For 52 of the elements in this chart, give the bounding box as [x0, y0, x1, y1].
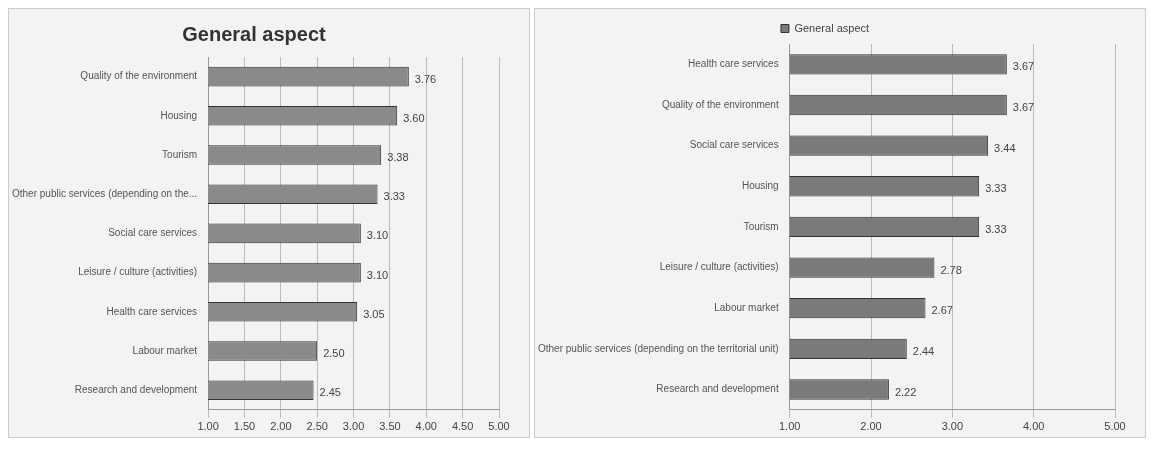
y-tick-label: Research and development: [74, 383, 198, 395]
y-tick-label: Labour market: [714, 301, 779, 313]
y-tick-label: Health care services: [688, 58, 779, 70]
x-tick-label: 2.50: [306, 420, 328, 433]
data-label: 3.67: [1012, 101, 1035, 113]
x-tick-label: 5.00: [488, 420, 510, 433]
chart-title: General aspect: [182, 22, 327, 45]
y-tick-label: Tourism: [162, 148, 198, 160]
x-tick-label: 3.50: [379, 420, 401, 433]
data-label: 2.67: [931, 304, 953, 317]
data-label: 3.38: [387, 151, 409, 164]
legend-label: General aspect: [794, 21, 870, 34]
y-tick-label: Quality of the environment: [661, 98, 779, 110]
data-label: 2.45: [319, 386, 341, 399]
y-tick-label: Leisure / culture (activities): [78, 266, 198, 278]
data-label: 3.67: [1012, 60, 1035, 73]
data-label: 2.22: [894, 385, 917, 398]
x-tick-label: 4.00: [1022, 420, 1045, 433]
data-label: 2.78: [940, 263, 962, 276]
y-tick-label: Research and development: [656, 383, 779, 395]
y-tick-label: Social care services: [689, 139, 779, 151]
data-label: 3.44: [994, 141, 1016, 154]
x-tick-label: 2.00: [860, 420, 882, 433]
data-label: 3.10: [366, 229, 389, 242]
y-tick-label: Tourism: [743, 220, 779, 232]
x-tick-label: 1.50: [233, 420, 256, 433]
y-tick-label: Other public services (depending on the territorial unit): [537, 342, 779, 354]
x-tick-label: 1.00: [197, 420, 219, 433]
data-label: 3.76: [414, 72, 437, 85]
x-tick-label: 3.00: [342, 420, 365, 433]
data-label: 2.50: [323, 347, 345, 360]
x-tick-label: 2.00: [270, 420, 292, 433]
x-tick-label: 5.00: [1104, 420, 1126, 433]
x-tick-label: 1.00: [778, 420, 801, 433]
data-label: 2.44: [912, 344, 935, 357]
y-tick-label: Other public services (depending on the...: [12, 187, 198, 199]
y-tick-label: Housing: [160, 109, 198, 121]
data-label: 3.60: [403, 111, 425, 124]
y-tick-label: Leisure / culture (activities): [659, 261, 779, 273]
y-tick-label: Health care services: [106, 305, 198, 317]
data-label: 3.10: [366, 268, 389, 281]
data-label: 3.33: [383, 190, 405, 203]
data-label: 3.05: [363, 307, 385, 320]
data-label: 3.33: [985, 222, 1007, 235]
x-tick-label: 4.00: [415, 420, 437, 433]
y-tick-label: Social care services: [108, 227, 198, 239]
data-label: 3.33: [985, 182, 1007, 195]
y-tick-label: Housing: [741, 180, 779, 192]
x-tick-label: 4.50: [451, 420, 474, 433]
x-tick-label: 3.00: [941, 420, 964, 433]
y-tick-label: Labour market: [132, 344, 198, 356]
y-tick-label: Quality of the environment: [80, 70, 198, 82]
